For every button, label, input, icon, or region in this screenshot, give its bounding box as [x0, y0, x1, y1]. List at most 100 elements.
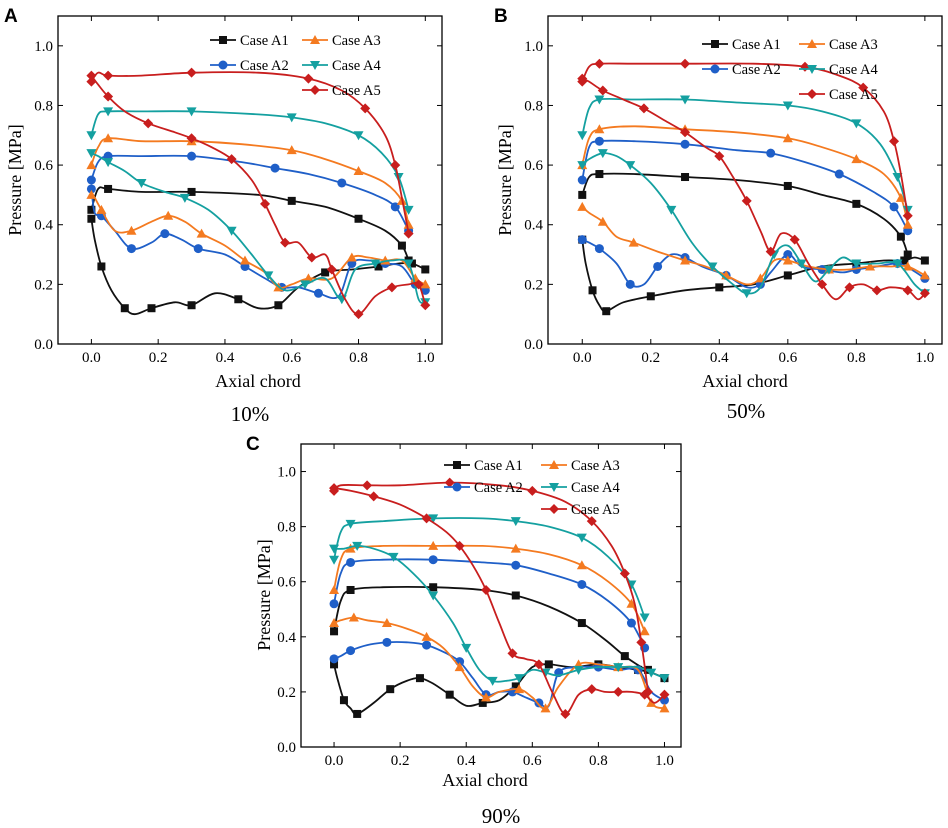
x-tick-label: 1.0 — [655, 753, 674, 769]
data-point-case-a3 — [659, 703, 670, 713]
data-point-case-a1 — [287, 196, 296, 205]
data-point-case-a1 — [407, 259, 416, 268]
panel-a: A 0.0 0.2 0.4 0.6 0.8 1.0 0.0 0.2 0.4 0.6 0.8 1.0 A… — [4, 6, 443, 426]
data-point-case-a1 — [920, 256, 929, 265]
legend-marker — [310, 35, 320, 44]
legend-marker — [549, 460, 559, 469]
data-point-case-a5 — [186, 133, 197, 144]
series-line-case-a1-lower — [333, 663, 665, 715]
data-point-case-a5 — [586, 516, 597, 527]
data-point-case-a5 — [594, 58, 605, 69]
data-point-case-a2 — [625, 279, 635, 289]
data-point-case-a5 — [143, 118, 154, 129]
data-point-case-a4 — [594, 95, 605, 105]
data-point-case-a5 — [597, 85, 608, 96]
data-point-case-a5 — [639, 689, 650, 700]
legend-label: Case A5 — [332, 83, 381, 99]
data-point-case-a1 — [588, 286, 597, 295]
data-point-case-a5 — [280, 237, 291, 248]
legend-entry-case-a3: Case A3 — [302, 33, 381, 49]
data-point-case-a1 — [544, 660, 553, 669]
data-point-case-a5 — [329, 483, 340, 494]
data-point-case-a4 — [487, 676, 498, 686]
series-line-case-a2-lower — [333, 641, 665, 709]
x-tick-label: 0.2 — [391, 753, 410, 769]
data-point-case-a1 — [187, 301, 196, 310]
x-tick-label: 0.0 — [325, 753, 344, 769]
data-point-case-a3 — [782, 255, 793, 265]
legend-marker — [549, 504, 559, 514]
data-point-case-a4 — [86, 131, 97, 141]
data-point-case-a5 — [444, 477, 455, 488]
data-point-case-a1 — [87, 205, 96, 214]
data-point-case-a3 — [680, 255, 691, 265]
data-point-case-a5 — [362, 480, 373, 491]
data-point-case-a2 — [594, 136, 604, 146]
legend-marker — [310, 61, 320, 70]
x-tick-label: 0.2 — [641, 350, 660, 366]
data-point-case-a3 — [403, 219, 414, 229]
series-case-a3 — [577, 124, 930, 286]
legend-marker — [710, 64, 720, 74]
data-point-case-a3 — [626, 598, 637, 608]
data-point-case-a1 — [445, 690, 454, 699]
data-point-case-a4 — [646, 668, 657, 678]
plot-area — [329, 477, 670, 719]
x-tick-label: 1.0 — [915, 350, 934, 366]
data-point-case-a2 — [680, 139, 690, 149]
panel-label: A — [4, 6, 18, 27]
data-point-case-a3 — [126, 225, 137, 235]
data-point-case-a2 — [193, 244, 203, 254]
panel-label: B — [494, 6, 508, 27]
data-point-case-a2 — [337, 178, 347, 188]
panel-b: B 0.0 0.2 0.4 0.6 0.8 1.0 0.0 0.2 0.4 0.6 0.8 1.0 A… — [494, 6, 943, 423]
series-line-case-a4-lower — [333, 544, 665, 683]
data-point-case-a3 — [286, 145, 297, 155]
legend-label: Case A3 — [829, 37, 878, 53]
legend-label: Case A1 — [240, 33, 289, 49]
data-point-case-a2 — [160, 229, 170, 239]
series-case-a3 — [329, 540, 670, 713]
legend-label: Case A3 — [332, 33, 381, 49]
data-point-case-a5 — [454, 540, 465, 551]
plot-area — [86, 67, 431, 320]
data-point-case-a3 — [481, 692, 492, 702]
data-point-case-a3 — [755, 273, 766, 283]
data-point-case-a1 — [274, 301, 283, 310]
data-point-case-a2 — [834, 169, 844, 179]
data-point-case-a3 — [782, 133, 793, 143]
legend-marker — [310, 85, 320, 95]
data-point-case-a2 — [126, 244, 136, 254]
data-point-case-a4 — [388, 552, 399, 562]
data-point-case-a4 — [403, 259, 414, 269]
data-point-case-a2 — [428, 555, 438, 565]
data-point-case-a1 — [783, 271, 792, 280]
data-point-case-a4 — [577, 161, 588, 171]
legend: Case A1 Case A3 Case A2 Case A4 Case A5 — [210, 33, 381, 99]
data-point-case-a5 — [817, 279, 828, 290]
data-point-case-a2 — [422, 640, 432, 650]
data-point-case-a5 — [680, 58, 691, 69]
x-tick-label: 0.6 — [523, 753, 542, 769]
data-point-case-a2 — [270, 163, 280, 173]
data-point-case-a4 — [597, 149, 608, 159]
data-point-case-a4 — [345, 519, 356, 529]
legend-label: Case A2 — [240, 58, 289, 74]
data-point-case-a3 — [919, 270, 930, 280]
data-point-case-a4 — [510, 517, 521, 527]
data-point-case-a4 — [625, 161, 636, 171]
data-point-case-a3 — [163, 210, 174, 220]
data-point-case-a5 — [86, 70, 97, 81]
data-point-case-a3 — [346, 252, 357, 262]
legend-marker — [711, 40, 719, 48]
data-point-case-a5 — [919, 288, 930, 299]
data-point-case-a5 — [303, 73, 314, 84]
data-point-case-a3 — [902, 219, 913, 229]
data-point-case-a4 — [403, 205, 414, 215]
data-point-case-a5 — [902, 210, 913, 221]
y-tick-label: 1.0 — [524, 39, 543, 55]
legend-entry-case-a5: Case A5 — [302, 83, 381, 99]
data-point-case-a4 — [741, 289, 752, 299]
legend-entry-case-a3: Case A3 — [541, 458, 620, 474]
data-point-case-a4 — [226, 226, 237, 236]
